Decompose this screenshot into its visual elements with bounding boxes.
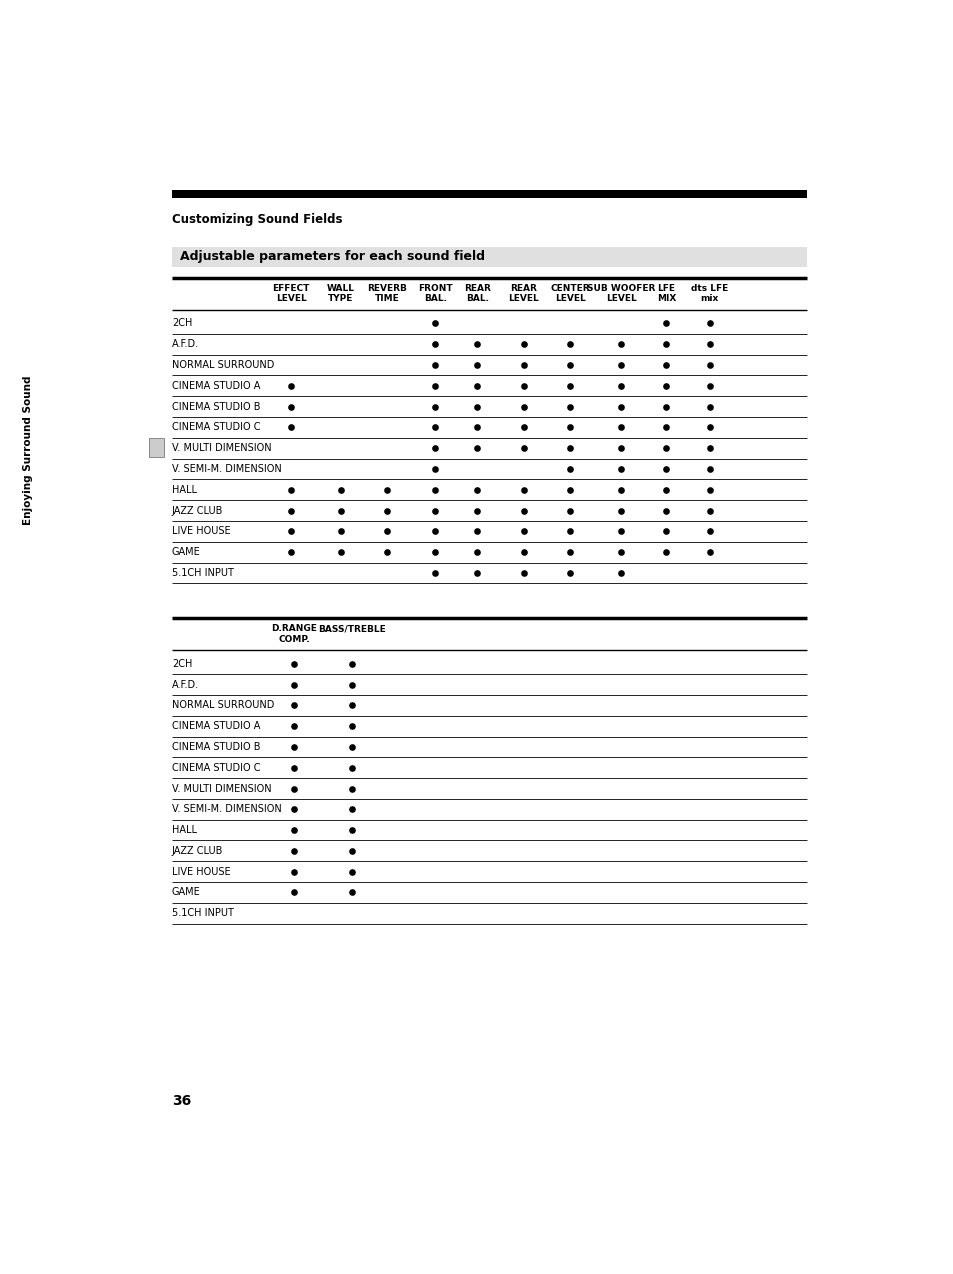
Text: 2CH: 2CH: [172, 318, 193, 329]
Text: CINEMA STUDIO B: CINEMA STUDIO B: [172, 741, 260, 752]
Text: FRONT
BAL.: FRONT BAL.: [417, 284, 453, 303]
Text: BASS/TREBLE: BASS/TREBLE: [317, 624, 385, 633]
Text: 36: 36: [172, 1093, 191, 1107]
Text: CINEMA STUDIO A: CINEMA STUDIO A: [172, 381, 260, 391]
Text: LIVE HOUSE: LIVE HOUSE: [172, 866, 231, 877]
Text: 5.1CH INPUT: 5.1CH INPUT: [172, 908, 233, 919]
Text: EFFECT
LEVEL: EFFECT LEVEL: [273, 284, 310, 303]
Text: HALL: HALL: [172, 484, 196, 494]
Text: NORMAL SURROUND: NORMAL SURROUND: [172, 361, 274, 369]
Text: SUB WOOFER
LEVEL: SUB WOOFER LEVEL: [587, 284, 655, 303]
Text: NORMAL SURROUND: NORMAL SURROUND: [172, 701, 274, 711]
Text: Enjoying Surround Sound: Enjoying Surround Sound: [23, 376, 33, 525]
Text: REAR
LEVEL: REAR LEVEL: [508, 284, 538, 303]
Text: HALL: HALL: [172, 826, 196, 834]
Text: 5.1CH INPUT: 5.1CH INPUT: [172, 568, 233, 578]
Text: A.F.D.: A.F.D.: [172, 339, 199, 349]
Text: 2CH: 2CH: [172, 659, 193, 669]
Text: REVERB
TIME: REVERB TIME: [367, 284, 407, 303]
Text: CENTER
LEVEL: CENTER LEVEL: [550, 284, 590, 303]
Text: V. SEMI-M. DIMENSION: V. SEMI-M. DIMENSION: [172, 464, 281, 474]
Text: GAME: GAME: [172, 547, 200, 557]
Bar: [172, 190, 806, 199]
Text: REAR
BAL.: REAR BAL.: [463, 284, 490, 303]
Text: V. MULTI DIMENSION: V. MULTI DIMENSION: [172, 443, 272, 454]
Text: LFE
MIX: LFE MIX: [656, 284, 676, 303]
Text: CINEMA STUDIO C: CINEMA STUDIO C: [172, 423, 260, 432]
Text: GAME: GAME: [172, 888, 200, 897]
Text: Adjustable parameters for each sound field: Adjustable parameters for each sound fie…: [179, 250, 484, 264]
Bar: [149, 438, 164, 457]
Text: Customizing Sound Fields: Customizing Sound Fields: [172, 213, 342, 225]
Text: V. SEMI-M. DIMENSION: V. SEMI-M. DIMENSION: [172, 804, 281, 814]
Text: CINEMA STUDIO C: CINEMA STUDIO C: [172, 763, 260, 773]
Text: A.F.D.: A.F.D.: [172, 679, 199, 689]
Text: CINEMA STUDIO B: CINEMA STUDIO B: [172, 401, 260, 412]
Text: V. MULTI DIMENSION: V. MULTI DIMENSION: [172, 784, 272, 794]
Text: D.RANGE
COMP.: D.RANGE COMP.: [272, 624, 317, 643]
Text: WALL
TYPE: WALL TYPE: [327, 284, 355, 303]
Bar: [172, 247, 806, 266]
Text: dts LFE
mix: dts LFE mix: [691, 284, 728, 303]
Text: CINEMA STUDIO A: CINEMA STUDIO A: [172, 721, 260, 731]
Text: JAZZ CLUB: JAZZ CLUB: [172, 846, 223, 856]
Text: LIVE HOUSE: LIVE HOUSE: [172, 526, 231, 536]
Text: JAZZ CLUB: JAZZ CLUB: [172, 506, 223, 516]
